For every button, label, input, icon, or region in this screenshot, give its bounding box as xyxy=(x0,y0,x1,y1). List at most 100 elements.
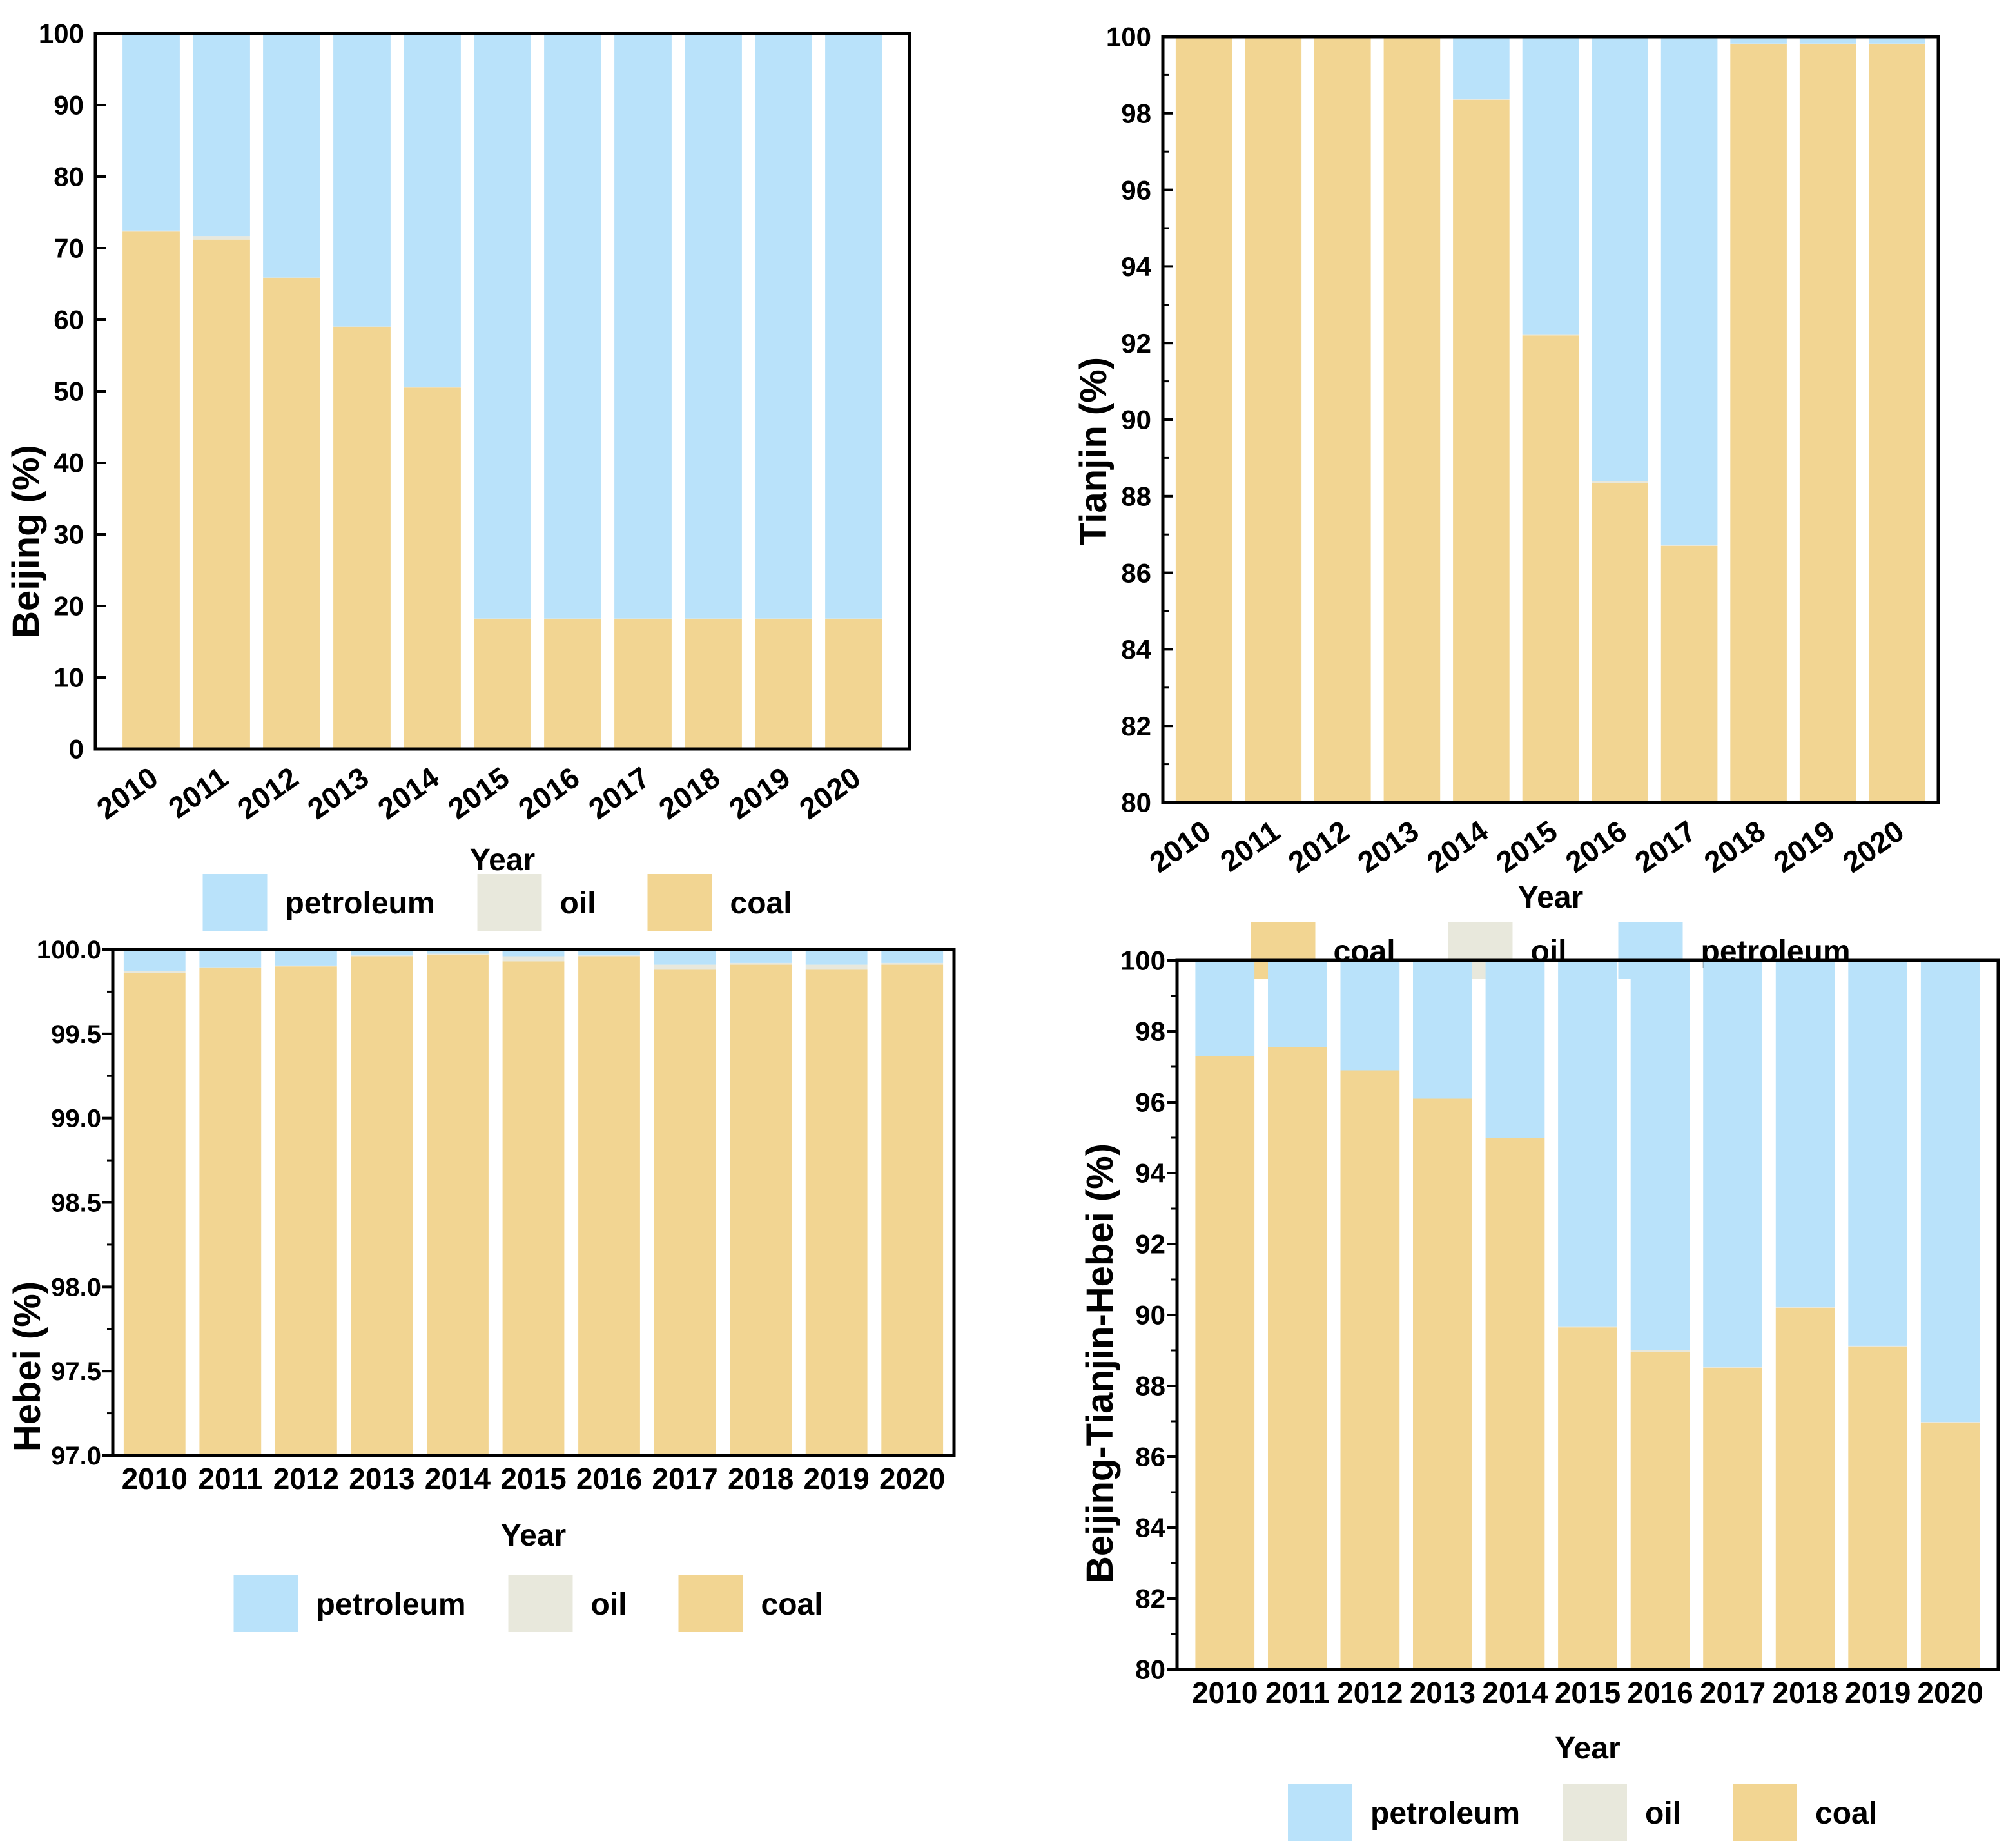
y-tick-label: 60 xyxy=(54,305,84,335)
x-tick-label: 2020 xyxy=(1918,1676,1983,1709)
bar-petroleum-2011 xyxy=(193,34,250,237)
bar-coal-2018 xyxy=(1730,44,1787,802)
bar-coal-2016 xyxy=(1630,1352,1690,1670)
y-tick-label: 97.5 xyxy=(51,1357,101,1386)
bar-coal-2020 xyxy=(825,619,882,749)
bar-coal-2012 xyxy=(275,966,337,1455)
x-tick-label: 2018 xyxy=(728,1462,794,1495)
plot-border xyxy=(111,948,956,1457)
bar-oil-2010 xyxy=(122,230,180,232)
bar-coal-2017 xyxy=(654,969,716,1455)
bar-petroleum-2015 xyxy=(502,949,565,957)
bar-oil-2015 xyxy=(502,956,565,962)
legend-label-coal: coal xyxy=(761,1588,823,1622)
bar-petroleum-2017 xyxy=(654,949,716,965)
y-tick-label: 97.0 xyxy=(51,1442,101,1470)
bars-tianjin xyxy=(1175,37,1925,802)
bar-coal-2014 xyxy=(1485,1138,1545,1669)
bar-oil-2020 xyxy=(1920,1422,1980,1423)
y-tick-label: 94 xyxy=(1135,1158,1165,1189)
legend-label-petroleum: petroleum xyxy=(286,886,435,920)
y-tick-label: 86 xyxy=(1121,558,1151,588)
bar-coal-2010 xyxy=(1195,1056,1255,1669)
bar-oil-2014 xyxy=(427,953,489,955)
bar-petroleum-2014 xyxy=(1485,960,1545,1138)
legend-swatch-oil xyxy=(1563,1784,1627,1841)
bar-petroleum-2013 xyxy=(1413,960,1472,1099)
x-tick-label: 2011 xyxy=(1265,1676,1330,1709)
bar-petroleum-2019 xyxy=(1799,37,1856,44)
legend-beijing-tianjin-hebei: petroleum oil coal xyxy=(1288,1784,1877,1841)
x-tick-label: 2013 xyxy=(349,1462,414,1495)
y-tick-label: 0 xyxy=(69,734,84,764)
bar-petroleum-2014 xyxy=(427,949,489,954)
y-axis-label: Beijing (%) xyxy=(5,445,47,638)
x-tick-label: 2015 xyxy=(500,1462,566,1495)
bar-petroleum-2015 xyxy=(474,34,531,619)
legend-swatch-petroleum xyxy=(202,874,268,931)
y-tick-label: 40 xyxy=(54,448,84,478)
y-tick-label: 94 xyxy=(1121,251,1151,282)
bar-petroleum-2016 xyxy=(1630,960,1690,1350)
bar-oil-2016 xyxy=(1630,1350,1690,1352)
x-axis-label: Year xyxy=(501,1519,566,1553)
y-tick-label: 80 xyxy=(54,162,84,192)
x-tick-label: 2020 xyxy=(1836,814,1910,879)
bar-coal-2010 xyxy=(1175,37,1232,802)
x-tick-label: 2010 xyxy=(1192,1676,1258,1709)
legend-swatch-petroleum xyxy=(1288,1784,1352,1841)
bar-petroleum-2015 xyxy=(1558,960,1617,1327)
x-tick-label: 2015 xyxy=(442,761,516,826)
y-tick-label: 30 xyxy=(54,520,84,550)
x-tick-label: 2013 xyxy=(1351,814,1425,879)
bar-petroleum-2018 xyxy=(730,949,792,963)
x-tick-label: 2014 xyxy=(1421,813,1494,879)
x-tick-label: 2018 xyxy=(1772,1676,1838,1709)
x-tick-label: 2011 xyxy=(1214,814,1286,879)
bar-petroleum-2016 xyxy=(578,949,640,956)
y-tick-label: 90 xyxy=(54,90,84,121)
bar-petroleum-2019 xyxy=(805,949,868,965)
bar-coal-2012 xyxy=(1340,1070,1400,1669)
y-tick-label: 90 xyxy=(1121,405,1151,435)
x-tick-label: 2019 xyxy=(1845,1676,1911,1709)
x-tick-label: 2016 xyxy=(576,1462,642,1495)
bar-petroleum-2011 xyxy=(1268,960,1327,1047)
bar-petroleum-2010 xyxy=(123,949,186,971)
bar-coal-2015 xyxy=(474,619,531,749)
chart-beijing: 0102030405060708090100201020112012201320… xyxy=(5,19,911,931)
legend-label-oil: oil xyxy=(560,886,596,920)
plot-border xyxy=(1161,35,1940,804)
y-tick-label: 84 xyxy=(1135,1513,1165,1543)
bars-beijing-tianjin-hebei xyxy=(1195,960,1980,1670)
y-tick-label: 20 xyxy=(54,591,84,621)
bar-coal-2014 xyxy=(1453,100,1510,802)
legend-label-petroleum: petroleum xyxy=(1370,1796,1520,1831)
bar-petroleum-2018 xyxy=(1730,37,1787,44)
y-tick-label: 92 xyxy=(1135,1229,1165,1260)
y-tick-label: 10 xyxy=(54,663,84,693)
bar-oil-2011 xyxy=(193,236,250,240)
y-tick-label: 80 xyxy=(1135,1655,1165,1685)
bar-petroleum-2014 xyxy=(1453,37,1510,99)
bar-petroleum-2019 xyxy=(1848,960,1907,1346)
x-tick-label: 2016 xyxy=(512,761,586,826)
y-tick-label: 98.5 xyxy=(51,1189,101,1218)
y-axis-label: Beijing-Tianjin-Hebei (%) xyxy=(1079,1143,1121,1583)
y-tick-label: 70 xyxy=(54,233,84,264)
bar-oil-2014 xyxy=(1453,99,1510,100)
y-axis-label: Tianjin (%) xyxy=(1073,357,1115,545)
x-tick-label: 2016 xyxy=(1627,1676,1693,1709)
y-tick-label: 100 xyxy=(1120,946,1165,976)
x-tick-label: 2013 xyxy=(1410,1676,1475,1709)
x-tick-label: 2012 xyxy=(1282,814,1356,879)
bar-oil-2020 xyxy=(881,962,944,965)
bar-oil-2019 xyxy=(1848,1345,1907,1347)
x-tick-label: 2017 xyxy=(652,1462,717,1495)
y-tick-label: 92 xyxy=(1121,328,1151,358)
x-tick-label: 2020 xyxy=(879,1462,945,1495)
chart-hebei: 97.0 97.5 98.0 98.5 99.0 99.5 100.0 2010 2011 201… xyxy=(6,936,956,1632)
bar-petroleum-2011 xyxy=(199,949,262,968)
x-tick-label: 2012 xyxy=(1337,1676,1403,1709)
